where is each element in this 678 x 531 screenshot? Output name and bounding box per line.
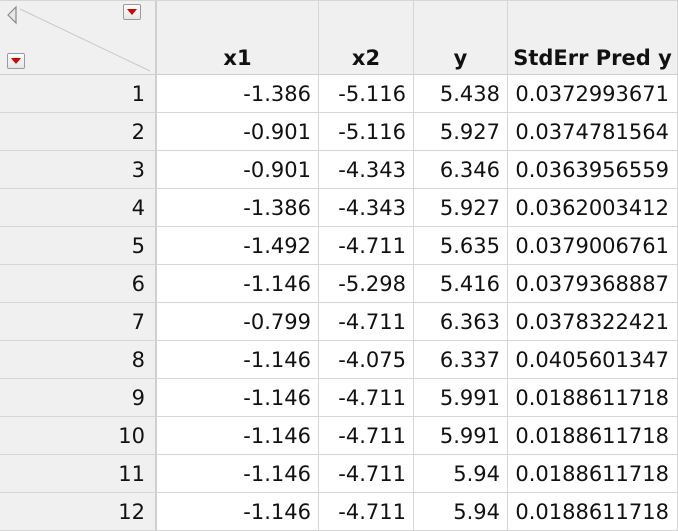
- collapse-left-arrow-icon[interactable]: [5, 5, 19, 25]
- table-cell-se[interactable]: 0.0188611718: [508, 493, 678, 531]
- table-cell-se[interactable]: 0.0363956559: [508, 151, 678, 189]
- rows-menu-dropdown-icon[interactable]: [7, 53, 25, 69]
- table-cell-x2[interactable]: -4.711: [319, 493, 414, 531]
- table-cell-x1[interactable]: -1.146: [157, 417, 319, 455]
- row-number[interactable]: 8: [0, 341, 157, 379]
- table-cell-y[interactable]: 5.94: [414, 455, 508, 493]
- table-cell-se[interactable]: 0.0188611718: [508, 455, 678, 493]
- table-cell-se[interactable]: 0.0188611718: [508, 417, 678, 455]
- table-cell-y[interactable]: 6.346: [414, 151, 508, 189]
- table-cell-se[interactable]: 0.0188611718: [508, 379, 678, 417]
- column-header-stderr-pred-y[interactable]: StdErr Pred y: [508, 1, 678, 75]
- table-cell-x1[interactable]: -0.901: [157, 113, 319, 151]
- table-cell-y[interactable]: 5.991: [414, 379, 508, 417]
- table-cell-y[interactable]: 5.438: [414, 75, 508, 113]
- table-cell-x2[interactable]: -4.711: [319, 303, 414, 341]
- table-cell-x1[interactable]: -1.146: [157, 455, 319, 493]
- row-number[interactable]: 7: [0, 303, 157, 341]
- table-cell-x1[interactable]: -1.492: [157, 227, 319, 265]
- table-cell-y[interactable]: 5.991: [414, 417, 508, 455]
- table-cell-y[interactable]: 5.94: [414, 493, 508, 531]
- table-cell-x2[interactable]: -4.711: [319, 417, 414, 455]
- row-number[interactable]: 1: [0, 75, 157, 113]
- table-cell-y[interactable]: 5.927: [414, 189, 508, 227]
- row-number[interactable]: 2: [0, 113, 157, 151]
- table-cell-x2[interactable]: -5.116: [319, 113, 414, 151]
- column-header-x1[interactable]: x1: [157, 1, 319, 75]
- table-cell-x2[interactable]: -4.711: [319, 455, 414, 493]
- row-number[interactable]: 9: [0, 379, 157, 417]
- column-header-x2[interactable]: x2: [319, 1, 414, 75]
- table-cell-x2[interactable]: -4.343: [319, 189, 414, 227]
- table-cell-x1[interactable]: -1.146: [157, 379, 319, 417]
- table-cell-se[interactable]: 0.0362003412: [508, 189, 678, 227]
- table-cell-se[interactable]: 0.0372993671: [508, 75, 678, 113]
- table-cell-se[interactable]: 0.0379006761: [508, 227, 678, 265]
- row-number[interactable]: 10: [0, 417, 157, 455]
- table-cell-x1[interactable]: -1.146: [157, 493, 319, 531]
- row-number[interactable]: 4: [0, 189, 157, 227]
- row-number[interactable]: 3: [0, 151, 157, 189]
- table-cell-x2[interactable]: -4.343: [319, 151, 414, 189]
- table-cell-x1[interactable]: -0.901: [157, 151, 319, 189]
- columns-menu-dropdown-icon[interactable]: [123, 4, 141, 20]
- table-cell-y[interactable]: 5.416: [414, 265, 508, 303]
- table-cell-se[interactable]: 0.0405601347: [508, 341, 678, 379]
- table-cell-x1[interactable]: -1.146: [157, 265, 319, 303]
- table-cell-x1[interactable]: -1.146: [157, 341, 319, 379]
- table-cell-x2[interactable]: -5.116: [319, 75, 414, 113]
- table-cell-x2[interactable]: -4.711: [319, 379, 414, 417]
- table-cell-y[interactable]: 5.635: [414, 227, 508, 265]
- table-cell-y[interactable]: 6.337: [414, 341, 508, 379]
- table-cell-x2[interactable]: -5.298: [319, 265, 414, 303]
- table-cell-x1[interactable]: -1.386: [157, 189, 319, 227]
- row-number[interactable]: 6: [0, 265, 157, 303]
- table-cell-x2[interactable]: -4.075: [319, 341, 414, 379]
- table-cell-se[interactable]: 0.0379368887: [508, 265, 678, 303]
- table-cell-x1[interactable]: -0.799: [157, 303, 319, 341]
- table-corner: [0, 1, 157, 75]
- row-number[interactable]: 12: [0, 493, 157, 531]
- row-number[interactable]: 11: [0, 455, 157, 493]
- row-number[interactable]: 5: [0, 227, 157, 265]
- table-cell-y[interactable]: 5.927: [414, 113, 508, 151]
- table-cell-se[interactable]: 0.0374781564: [508, 113, 678, 151]
- column-header-y[interactable]: y: [414, 1, 508, 75]
- table-cell-x1[interactable]: -1.386: [157, 75, 319, 113]
- table-cell-x2[interactable]: -4.711: [319, 227, 414, 265]
- corner-divider: [19, 8, 151, 72]
- table-cell-se[interactable]: 0.0378322421: [508, 303, 678, 341]
- table-cell-y[interactable]: 6.363: [414, 303, 508, 341]
